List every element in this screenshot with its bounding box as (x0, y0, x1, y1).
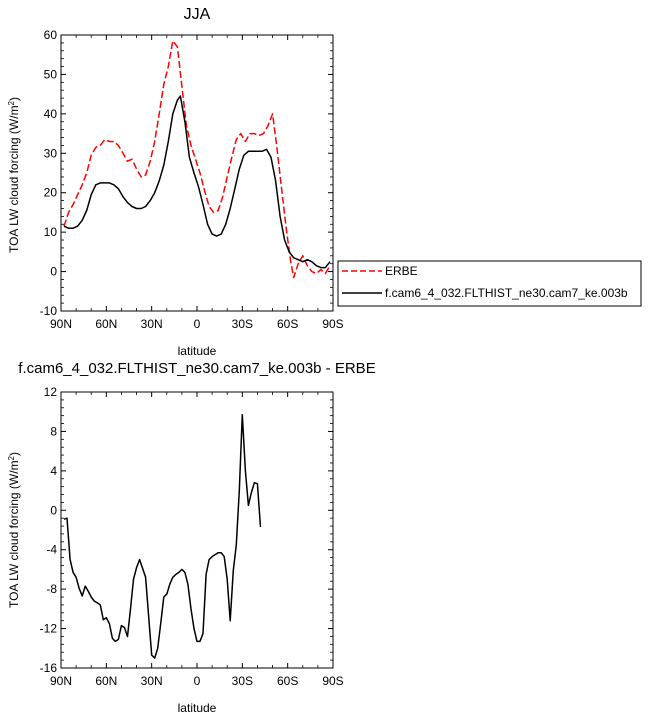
top-y-tick-label: 60 (44, 28, 58, 42)
legend-box (337, 260, 642, 307)
top-series-line-0 (63, 40, 331, 279)
bottom-y-tick-label: 12 (44, 385, 58, 399)
bottom-y-tick-label: -8 (46, 582, 57, 596)
bottom-y-tick-label: 8 (50, 424, 57, 438)
bottom-y-tick-label: -16 (40, 661, 58, 675)
top-chart-title: JJA (184, 6, 211, 23)
bottom-x-tick-label: 60N (95, 674, 117, 688)
top-y-tick-label: 30 (44, 146, 58, 160)
top-y-tick-label: 40 (44, 107, 58, 121)
top-x-tick-label: 0 (194, 317, 201, 331)
top-x-tick-label: 60N (95, 317, 117, 331)
bottom-x-tick-label: 30S (232, 674, 253, 688)
top-y-tick-label: 50 (44, 67, 58, 81)
bottom-y-axis-label-sup: 2 (7, 455, 16, 460)
bottom-x-tick-label: 90S (322, 674, 343, 688)
top-y-axis-label-end: ) (7, 97, 21, 101)
top-y-axis-label: TOA LW cloud forcing (W/m2) (7, 97, 21, 253)
bottom-y-tick-label: -12 (40, 622, 58, 636)
bottom-plot-area: -16 -12 -8 -4 0 4 8 12 90N 60N 30N 0 30S 60S 90S (40, 385, 344, 688)
bottom-x-axis-label: latitude (178, 701, 217, 715)
top-x-tick-label: 30S (232, 317, 253, 331)
legend-label-erbe: ERBE (385, 264, 418, 278)
bottom-chart-title: f.cam6_4_032.FLTHIST_ne30.cam7_ke.003b -… (18, 360, 375, 377)
legend: ERBE f.cam6_4_032.FLTHIST_ne30.cam7_ke.0… (337, 260, 642, 307)
top-y-tick-label: -10 (40, 304, 58, 318)
bottom-y-tick-label: 4 (50, 464, 57, 478)
top-series-line-1 (63, 95, 331, 269)
bottom-plot-frame (60, 391, 334, 669)
top-y-tick-label: 10 (44, 225, 58, 239)
bottom-y-axis-label-end: ) (7, 452, 21, 456)
bottom-y-tick-label: 0 (50, 503, 57, 517)
top-x-tick-label: 30N (141, 317, 163, 331)
bottom-x-tick-label: 30N (141, 674, 163, 688)
bottom-y-axis-label-main: TOA LW cloud forcing (W/m (7, 460, 21, 608)
bottom-chart: f.cam6_4_032.FLTHIST_ne30.cam7_ke.003b -… (7, 360, 376, 715)
top-y-axis-label-main: TOA LW cloud forcing (W/m (7, 105, 21, 253)
bottom-y-axis-label: TOA LW cloud forcing (W/m2) (7, 452, 21, 608)
bottom-x-tick-label: 90N (50, 674, 72, 688)
bottom-x-tick-label: 0 (194, 674, 201, 688)
top-x-tick-label: 60S (277, 317, 298, 331)
bottom-y-tick-label: -4 (46, 543, 57, 557)
top-x-tick-label: 90N (50, 317, 72, 331)
bottom-series-line-0 (63, 413, 262, 659)
legend-label-model: f.cam6_4_032.FLTHIST_ne30.cam7_ke.003b (385, 286, 628, 300)
top-y-tick-label: 20 (44, 186, 58, 200)
top-y-tick-label: 0 (50, 265, 57, 279)
top-y-axis-label-sup: 2 (7, 100, 16, 105)
top-plot-area: -10 0 10 20 30 40 50 60 90N 60N 30N 0 30S 60S 90S (40, 28, 344, 331)
top-x-tick-label: 90S (322, 317, 343, 331)
bottom-x-tick-label: 60S (277, 674, 298, 688)
top-x-axis-label: latitude (178, 344, 217, 358)
